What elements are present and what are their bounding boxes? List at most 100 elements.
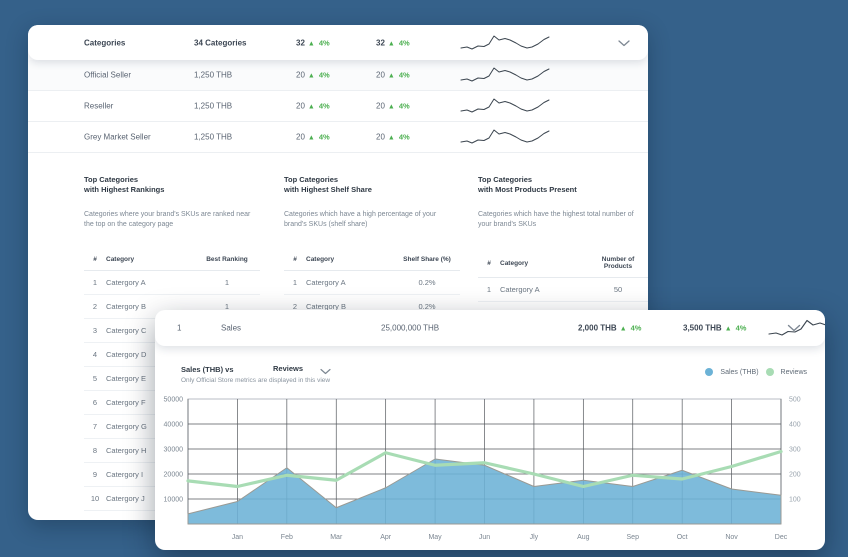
metric1-delta: 4% <box>318 132 330 142</box>
chevron-down-icon[interactable] <box>787 324 801 333</box>
table-row[interactable]: Grey Market Seller 1,250 THB 20 ▲ 4% 20 ▲ 4% <box>28 122 648 153</box>
categories-header-row[interactable]: Categories 34 Categories 32 ▲ 4% 32 ▲ 4% <box>28 25 648 60</box>
caret-up-icon: ▲ <box>387 134 395 142</box>
cell-rank: 1 <box>284 270 306 295</box>
svg-text:400: 400 <box>789 422 801 429</box>
row-metric1: 20 ▲ 4% <box>296 102 330 111</box>
row-name: Grey Market Seller <box>84 132 151 142</box>
caret-up-icon: ▲ <box>387 40 395 47</box>
caret-up-icon: ▲ <box>307 103 315 111</box>
table-header-row: # Category Number of Products <box>478 256 648 278</box>
metric1-delta: 4% <box>318 38 330 47</box>
row-name: Reseller <box>84 101 114 111</box>
panel-title-line1: Top Categories <box>84 175 139 184</box>
cell-rank: 3 <box>84 318 106 343</box>
svg-text:Mar: Mar <box>330 534 343 541</box>
metric2-delta: 4% <box>398 70 410 80</box>
svg-text:Jan: Jan <box>232 534 243 541</box>
col-header-value: Best Ranking <box>194 256 260 271</box>
metric1-delta: 4% <box>318 101 330 111</box>
svg-text:Nov: Nov <box>725 534 738 541</box>
table-header-row: # Category Best Ranking <box>84 256 260 271</box>
metric1-value: 20 <box>296 132 305 142</box>
cell-category: Catergory A <box>500 277 588 302</box>
table-row[interactable]: 1 Catergory A 0.2% <box>284 270 460 295</box>
metric2-delta: 4% <box>398 101 410 111</box>
svg-text:100: 100 <box>789 497 801 504</box>
panel-title: Top Categories with Most Products Presen… <box>478 175 648 195</box>
legend-dot-sales <box>705 368 714 376</box>
sparkline-icon <box>768 319 825 336</box>
metric1-delta: 4% <box>630 323 642 333</box>
row-value: 1,250 THB <box>194 101 233 111</box>
row-metric2: 20 ▲ 4% <box>376 71 410 80</box>
categories-header-metric1: 32 ▲ 4% <box>296 38 330 47</box>
svg-text:Aug: Aug <box>577 534 590 541</box>
row-metric2: 20 ▲ 4% <box>376 133 410 142</box>
row-metric2: 20 ▲ 4% <box>376 102 410 111</box>
row-name: Official Seller <box>84 70 131 80</box>
svg-text:40000: 40000 <box>164 422 184 429</box>
cell-rank: 9 <box>84 462 106 487</box>
col-header-value: Number of Products <box>588 256 648 278</box>
metric2-delta: 4% <box>398 132 410 142</box>
sales-vs-reviews-chart: 10000 20000 30000 40000 50000 100 200 300 400 500… <box>164 397 801 542</box>
chart-title: Sales (THB) vs <box>181 365 234 374</box>
table-row[interactable]: 1 Catergory A 50 <box>478 277 648 302</box>
svg-text:Feb: Feb <box>281 534 293 541</box>
table-row[interactable]: Official Seller 1,250 THB 20 ▲ 4% 20 ▲ 4% <box>28 60 648 91</box>
metric2-value: 20 <box>376 70 385 80</box>
row-metric1: 20 ▲ 4% <box>296 71 330 80</box>
panel-title-line1: Top Categories <box>284 175 339 184</box>
row-metric1: 20 ▲ 4% <box>296 133 330 142</box>
cell-value: 1 <box>194 270 260 295</box>
metric1-value: 20 <box>296 101 305 111</box>
panel-title: Top Categories with Highest Rankings <box>84 175 260 195</box>
sparkline-icon <box>460 98 550 113</box>
metric2-value: 3,500 THB <box>683 323 722 333</box>
panel-description: Categories which have the highest total … <box>478 211 634 228</box>
metric1-value: 32 <box>296 38 305 47</box>
metric2-value: 20 <box>376 101 385 111</box>
col-header-hash: # <box>84 256 106 271</box>
svg-text:Sep: Sep <box>627 534 640 541</box>
metric2-delta: 4% <box>735 323 747 333</box>
chevron-down-icon[interactable] <box>618 39 630 47</box>
cell-rank: 4 <box>84 342 106 367</box>
cell-category: Catergory B <box>106 294 194 319</box>
col-header-hash: # <box>478 256 500 278</box>
chevron-down-icon[interactable] <box>320 368 331 375</box>
caret-up-icon: ▲ <box>724 325 732 333</box>
legend-label-sales: Sales (THB) <box>720 368 759 376</box>
caret-up-icon: ▲ <box>307 134 315 142</box>
cell-category: Catergory A <box>306 270 394 295</box>
caret-up-icon: ▲ <box>619 325 627 333</box>
metric2-delta: 4% <box>398 38 410 47</box>
caret-up-icon: ▲ <box>307 40 315 47</box>
cell-rank: 6 <box>84 390 106 415</box>
metric-select[interactable]: Reviews <box>273 364 304 373</box>
metric1-value: 2,000 THB <box>578 323 617 333</box>
seller-rows: Official Seller 1,250 THB 20 ▲ 4% 20 ▲ 4% Re… <box>28 60 648 153</box>
sales-label: Sales <box>221 323 242 333</box>
svg-text:200: 200 <box>789 472 801 479</box>
legend-label-reviews: Reviews <box>780 368 807 376</box>
sales-metric1: 2,000 THB ▲ 4% <box>578 324 641 333</box>
metric1-delta: 4% <box>318 70 330 80</box>
table-row[interactable]: Reseller 1,250 THB 20 ▲ 4% 20 ▲ 4% <box>28 91 648 122</box>
panel-description: Categories where your brand's SKUs are r… <box>84 211 251 228</box>
svg-text:Dec: Dec <box>775 534 788 541</box>
svg-text:Oct: Oct <box>677 534 688 541</box>
col-header-value: Shelf Share (%) <box>394 256 460 271</box>
cell-rank: 1 <box>84 270 106 295</box>
cell-category: Catergory A <box>106 270 194 295</box>
svg-text:Apr: Apr <box>380 534 392 541</box>
chart-header: Sales (THB) vs Reviews Only Official Sto… <box>155 346 825 384</box>
cell-rank: 2 <box>84 294 106 319</box>
svg-text:Jun: Jun <box>479 534 490 541</box>
caret-up-icon: ▲ <box>387 72 395 80</box>
sales-header-row[interactable]: 1 Sales 25,000,000 THB 2,000 THB ▲ 4% 3,50… <box>155 310 825 346</box>
